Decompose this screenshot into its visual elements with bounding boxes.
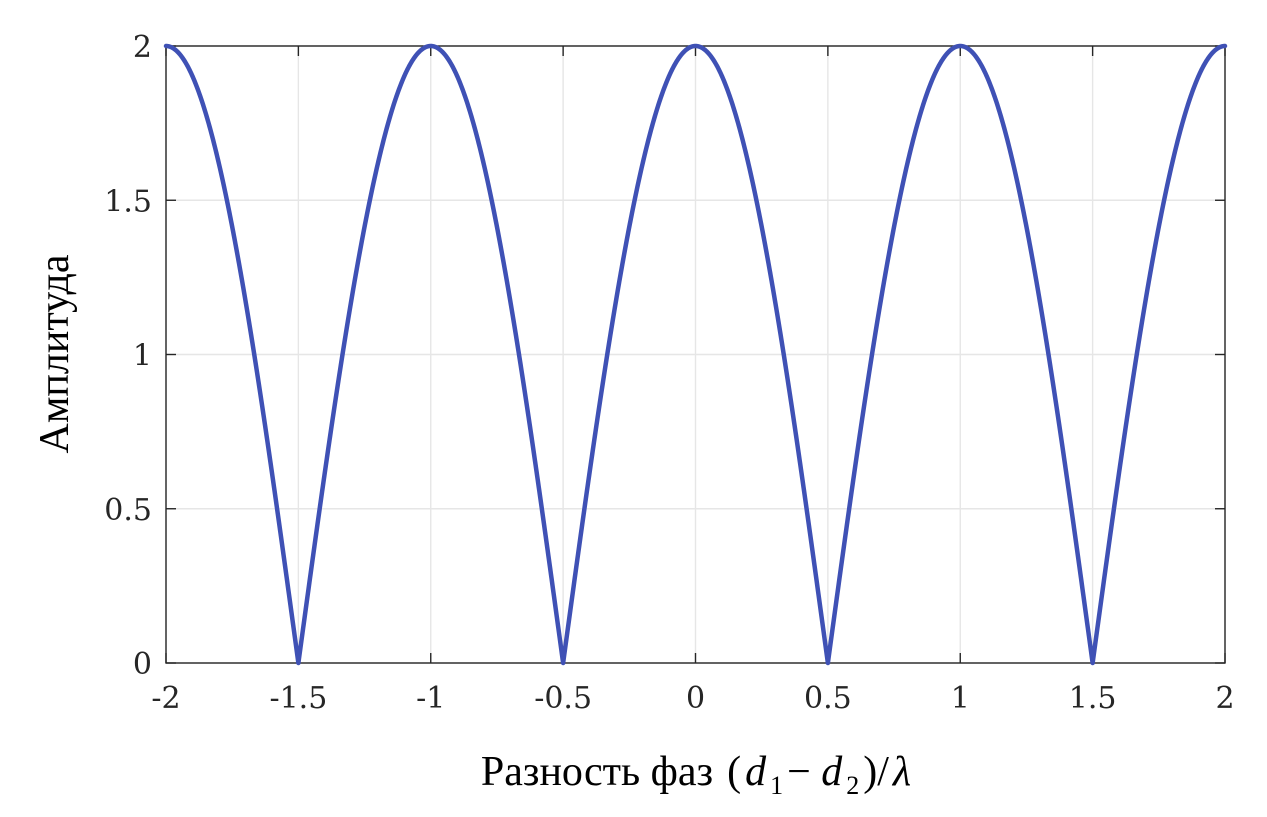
grid [165, 45, 1226, 664]
y-tick-label: 0.5 [104, 493, 152, 528]
y-tick-label: 1 [133, 339, 152, 374]
x-axis-title-close-div: )/ [863, 749, 889, 795]
amplitude-series-line [163, 43, 1228, 666]
x-axis-title: Разность фаз ( d 1 − d 2 )/ λ [481, 749, 911, 800]
x-tick-label: 0.5 [804, 681, 852, 716]
x-axis-title-text: Разность фаз [481, 749, 713, 795]
x-axis-title-d2: d [821, 749, 843, 795]
y-tick-label: 0 [133, 647, 152, 682]
y-tick-label: 2 [133, 30, 152, 65]
y-tick-labels: 0 0.5 1 1.5 2 [104, 30, 152, 682]
y-tick-label: 1.5 [104, 184, 152, 219]
series-layer [163, 43, 1228, 666]
x-tick-label: -1.5 [269, 681, 327, 716]
x-tick-label: -0.5 [534, 681, 592, 716]
x-axis-title-lambda: λ [891, 749, 911, 795]
x-tick-label: -2 [151, 681, 180, 716]
x-axis-title-sub1: 1 [770, 771, 783, 800]
x-tick-label: 2 [1215, 681, 1234, 716]
x-axis-title-d1: d [745, 749, 767, 795]
y-axis-title: Амплитуда [32, 254, 78, 453]
x-axis-title-sub2: 2 [846, 771, 859, 800]
x-tick-labels: -2 -1.5 -1 -0.5 0 0.5 1 1.5 2 [151, 681, 1234, 716]
x-tick-label: -1 [416, 681, 445, 716]
x-tick-label: 1.5 [1069, 681, 1117, 716]
x-tick-label: 0 [686, 681, 705, 716]
x-axis-title-minus: − [787, 749, 821, 795]
x-axis-title-open-paren: ( [727, 749, 741, 795]
x-tick-label: 1 [951, 681, 970, 716]
